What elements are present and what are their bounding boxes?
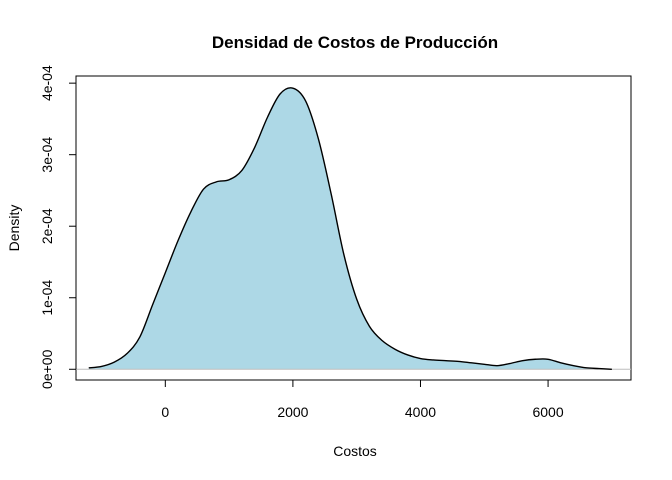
y-tick-label: 1e-04 (39, 280, 55, 316)
density-fill (88, 87, 612, 370)
x-tick-label: 6000 (532, 404, 563, 420)
y-tick-label: 3e-04 (39, 137, 55, 173)
y-axis-label: Density (6, 205, 22, 252)
plot-marks (76, 87, 631, 370)
density-line (88, 87, 612, 370)
x-tick-label: 0 (161, 404, 169, 420)
x-axis: 0 2000 4000 6000 (161, 379, 564, 420)
y-tick-label: 0e+00 (39, 349, 55, 389)
chart-title: Densidad de Costos de Producción (212, 33, 498, 52)
x-tick-label: 4000 (405, 404, 436, 420)
y-tick-label: 4e-04 (39, 65, 55, 101)
x-axis-label: Costos (333, 443, 377, 459)
y-tick-label: 2e-04 (39, 208, 55, 244)
y-axis: 0e+00 1e-04 2e-04 3e-04 4e-04 (39, 65, 77, 389)
x-tick-label: 2000 (277, 404, 308, 420)
